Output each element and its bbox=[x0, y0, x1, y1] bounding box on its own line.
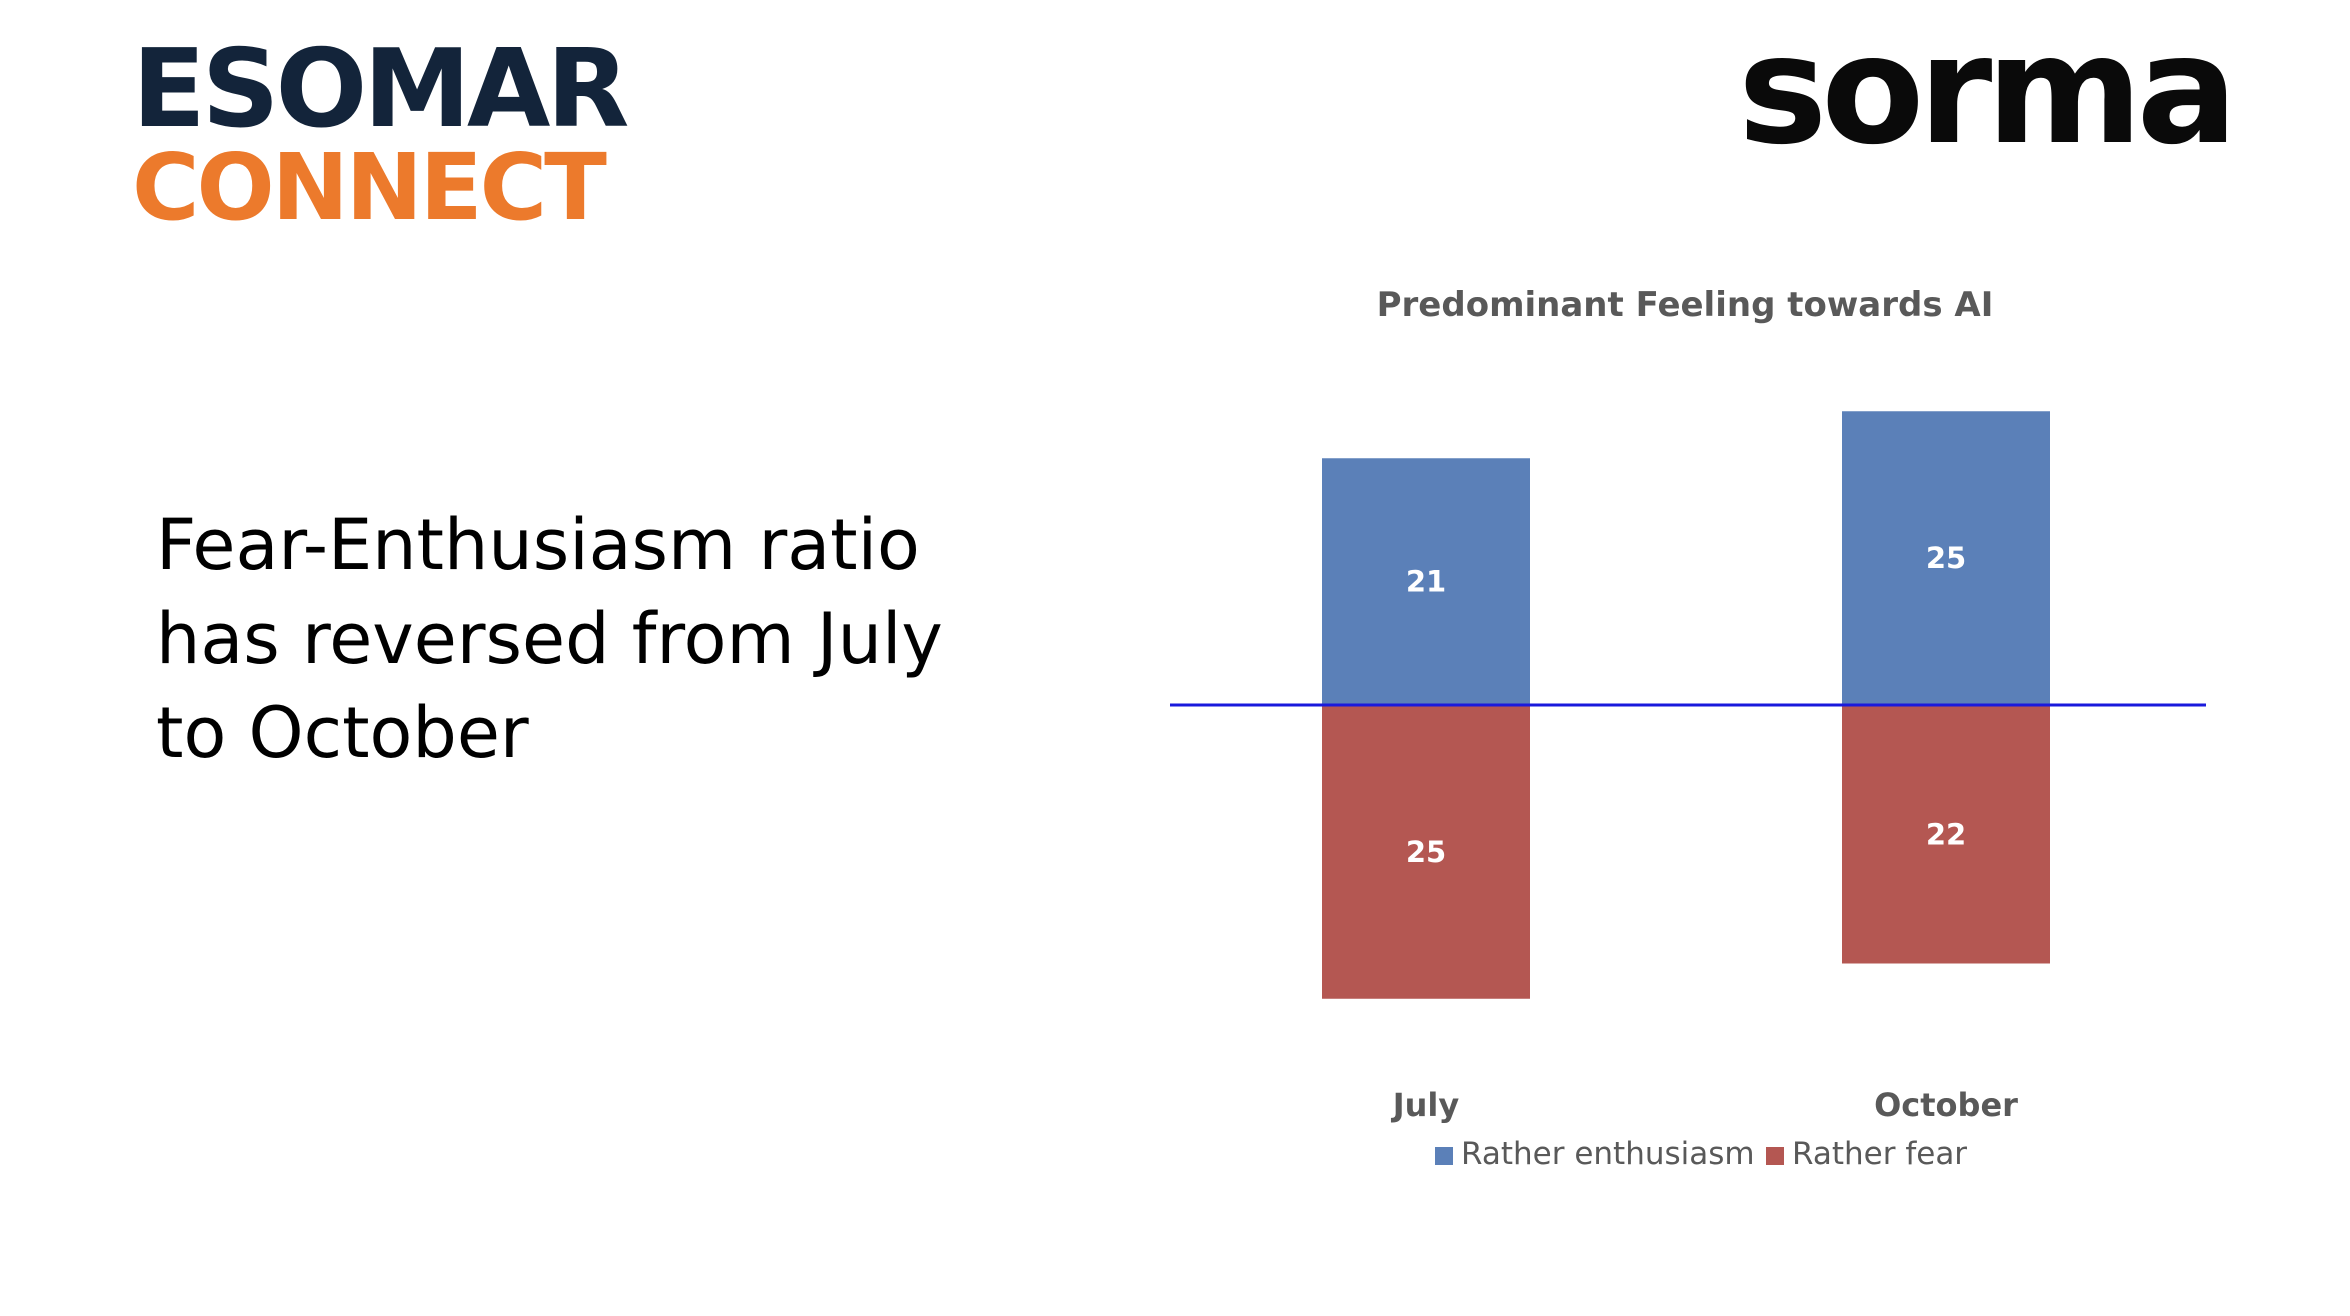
bar-rather-fear-october bbox=[1842, 705, 2050, 964]
data-label-rather-enthusiasm-july: 21 bbox=[1406, 565, 1446, 599]
headline-line-3: to October bbox=[156, 692, 529, 774]
category-label-october: October bbox=[1874, 1086, 2018, 1124]
legend: Rather enthusiasm Rather fear bbox=[1435, 1136, 1967, 1172]
category-label-july: July bbox=[1391, 1086, 1460, 1124]
bar-rather-enthusiasm-october bbox=[1842, 411, 2050, 705]
headline-line-2: has reversed from July bbox=[156, 598, 943, 680]
category-labels-group: July October bbox=[1391, 1086, 2018, 1124]
bars-group bbox=[1322, 411, 2050, 999]
chart-title: Predominant Feeling towards AI bbox=[1377, 285, 1994, 325]
data-label-rather-fear-july: 25 bbox=[1406, 835, 1446, 869]
data-label-rather-fear-october: 22 bbox=[1926, 817, 1966, 851]
headline-line-1: Fear-Enthusiasm ratio bbox=[156, 504, 920, 586]
legend-swatch-rather-fear bbox=[1766, 1147, 1784, 1165]
data-label-rather-enthusiasm-october: 25 bbox=[1926, 541, 1966, 575]
legend-swatch-rather-enthusiasm bbox=[1435, 1147, 1453, 1165]
esomar-connect-logo: ESOMAR CONNECT bbox=[132, 27, 632, 234]
legend-label-rather-fear: Rather fear bbox=[1792, 1136, 1967, 1172]
headline: Fear-Enthusiasm ratio has reversed from … bbox=[156, 498, 976, 780]
connect-wordmark: CONNECT bbox=[132, 134, 607, 241]
bar-labels-group: 21 25 25 22 bbox=[1406, 541, 1966, 869]
sorma-logo: sorma bbox=[1738, 4, 2238, 178]
bar-rather-enthusiasm-july bbox=[1322, 458, 1530, 705]
bar-rather-fear-july bbox=[1322, 705, 1530, 999]
legend-label-rather-enthusiasm: Rather enthusiasm bbox=[1461, 1136, 1755, 1172]
esomar-wordmark: ESOMAR bbox=[132, 27, 630, 152]
